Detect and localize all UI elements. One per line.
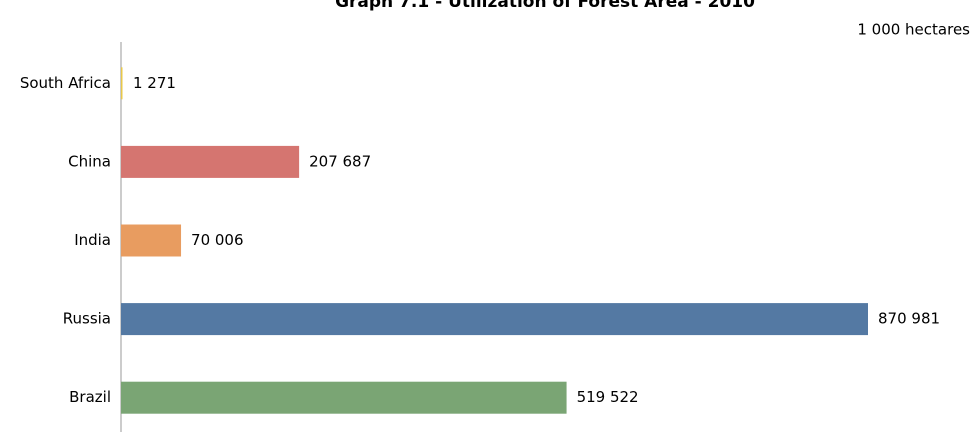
unit-label: 1 000 hectares — [857, 21, 970, 39]
value-label: 70 006 — [191, 231, 244, 249]
y-tick-label: Russia — [63, 310, 111, 328]
value-label: 1 271 — [133, 74, 176, 92]
y-tick-label: Brazil — [69, 388, 111, 406]
bar — [121, 381, 567, 414]
value-label: 519 522 — [577, 388, 639, 406]
y-tick-label: China — [68, 152, 111, 170]
value-label: 870 981 — [878, 310, 940, 328]
y-tick-label: South Africa — [20, 74, 111, 92]
y-tick-label: India — [74, 231, 111, 249]
value-label: 207 687 — [309, 152, 371, 170]
bar — [121, 303, 868, 336]
bar — [121, 67, 123, 100]
bar — [121, 224, 182, 257]
bar — [121, 145, 300, 178]
chart-title: Graph 7.1 - Utilization of Forest Area -… — [335, 0, 755, 12]
